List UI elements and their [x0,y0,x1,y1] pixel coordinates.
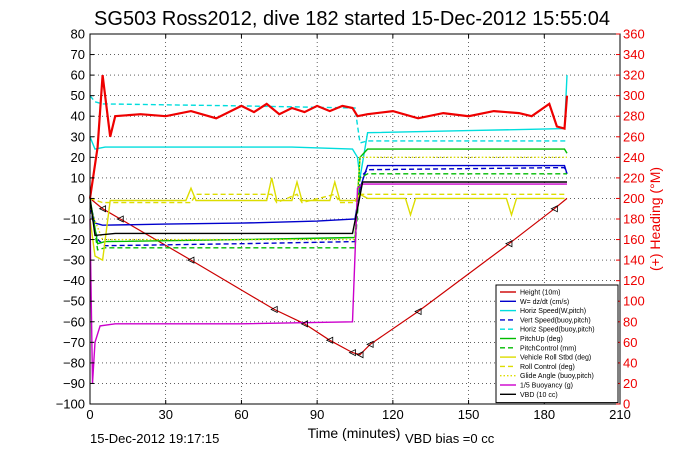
x-tick-label: 0 [86,407,93,422]
y-tick-label: 10 [71,170,85,185]
series-line-0 [89,197,568,356]
y-right-tick-label: 80 [623,314,637,329]
y-right-tick-label: 300 [623,88,645,103]
y-axis-right-label: (+) Heading (°M) [647,167,663,271]
y-tick-label: −20 [63,232,85,247]
height-marker [414,307,422,316]
y-tick-label: −80 [63,355,85,370]
y-right-tick-label: 360 [623,27,645,42]
x-tick-label: 210 [609,407,631,422]
x-tick-label: 90 [310,407,324,422]
legend-entry: Vert Speed(buoy,pitch) [520,317,591,324]
y-right-tick-label: 40 [623,355,637,370]
y-right-tick-label: 200 [623,191,645,206]
height-marker [116,215,124,223]
y-tick-label: 80 [71,27,85,42]
y-right-tick-label: 60 [623,335,637,350]
series-line-10 [89,183,567,384]
series-line-7 [89,177,565,262]
y-tick-label: 20 [71,150,85,165]
x-tick-label: 30 [158,407,172,422]
y-tick-label: 40 [71,109,85,124]
legend-entry: VBD (10 cc) [520,392,558,399]
x-tick-label: 120 [382,407,404,422]
chart-title: SG503 Ross2012, dive 182 started 15-Dec-… [94,8,610,30]
x-tick-label: 150 [458,407,480,422]
series-line-11 [89,181,567,237]
y-tick-label: 50 [71,88,85,103]
footer-vbd-bias: VBD bias =0 cc [405,431,495,446]
y-tick-label: −60 [63,314,85,329]
height-marker [300,320,308,328]
y-right-tick-label: 220 [623,170,645,185]
y-tick-label: 70 [71,47,85,62]
y-right-tick-label: 340 [623,47,645,62]
y-right-tick-label: 280 [623,109,645,124]
series-line-12 [88,74,569,199]
x-axis-label: Time (minutes) [308,425,401,441]
y-tick-label: −30 [63,253,85,268]
y-tick-label: −10 [63,212,85,227]
y-tick-label: 60 [71,68,85,83]
y-right-tick-label: 320 [623,68,645,83]
legend-entry: PitchControl (mm) [520,345,576,352]
legend-entry: Height (10m) [520,290,560,297]
height-marker [98,205,107,213]
series-line-2 [89,75,568,179]
height-marker [505,240,513,248]
legend-entry: Vehicle Roll Stbd (deg) [520,355,591,362]
legend-entry: Horiz Speed(W,pitch) [520,308,586,315]
legend-entry: PitchUp (deg) [520,336,563,343]
y-right-tick-label: 0 [623,397,630,412]
legend-entry: Roll Control (deg) [520,364,575,371]
x-tick-label: 60 [234,407,248,422]
height-marker [270,305,278,314]
y-right-tick-label: 120 [623,273,645,288]
height-marker [550,205,558,213]
series-line-9 [89,156,567,241]
height-marker [348,348,356,357]
y-tick-label: 0 [78,191,85,206]
y-tick-label: 30 [71,129,85,144]
legend: Height (10m) W= dz/dt (cm/s) Horiz Speed(W… [495,284,619,404]
series-line-4 [89,95,567,144]
legend-entry: 1/5 Buoyancy (g) [520,383,573,390]
y-right-tick-label: 140 [623,253,645,268]
legend-entry: Horiz Speed(buoy,pitch) [520,327,595,334]
tick-labels: 0 30 60 90 120 150 180 21080706050403020100−10−… [56,27,645,423]
y-right-tick-label: 100 [623,294,645,309]
height-marker [366,340,374,349]
y-right-tick-label: 240 [623,150,645,165]
y-right-tick-label: 20 [623,376,637,391]
x-tick-label: 180 [533,407,555,422]
height-marker [325,336,334,344]
y-tick-label: −70 [63,335,85,350]
y-tick-label: −50 [63,294,85,309]
y-right-tick-label: 160 [623,232,645,247]
legend-box [495,284,619,404]
height-marker [187,256,195,264]
legend-entry: W= dz/dt (cm/s) [520,299,569,306]
series-line-5 [89,148,568,245]
footer-timestamp: 15-Dec-2012 19:17:15 [90,431,219,446]
y-right-tick-label: 180 [623,212,645,227]
y-tick-label: −90 [63,376,85,391]
legend-entry: Glide Angle (buoy,pitch) [520,373,594,380]
y-tick-label: −40 [63,273,85,288]
height-marker [356,351,364,359]
y-right-tick-label: 260 [623,129,645,144]
series-line-1 [89,164,568,226]
y-tick-label: −100 [56,397,85,412]
series-lines [88,74,569,384]
